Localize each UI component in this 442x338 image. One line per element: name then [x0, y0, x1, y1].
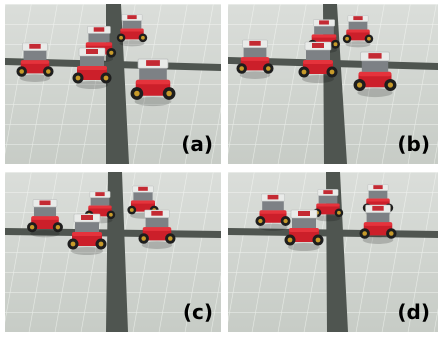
- panel-label: (b): [397, 132, 430, 156]
- panel-label: (c): [182, 300, 213, 324]
- panel-a: (a): [5, 4, 221, 164]
- panel-d: (d): [228, 172, 438, 332]
- panel-a-photo: [5, 4, 221, 164]
- panel-c-photo: [5, 172, 221, 332]
- panel-d-photo: [228, 172, 438, 332]
- panel-label: (a): [181, 132, 213, 156]
- panel-c: (c): [5, 172, 221, 332]
- panel-b-photo: [228, 4, 438, 164]
- panel-label: (d): [397, 300, 430, 324]
- panel-b: (b): [228, 4, 438, 164]
